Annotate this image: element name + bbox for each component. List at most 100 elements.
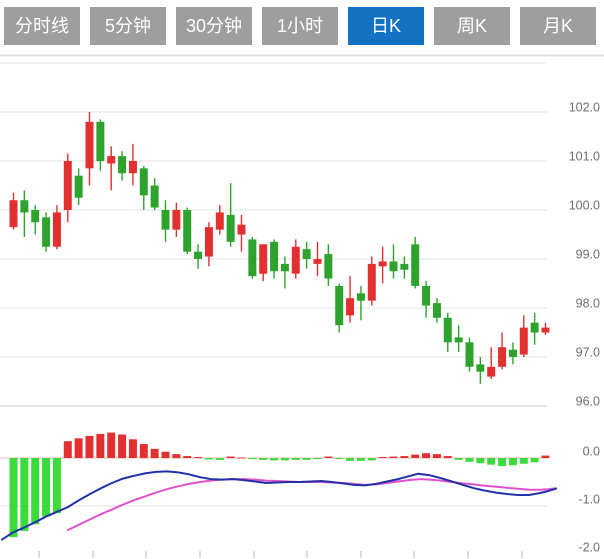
macd-bar-negative bbox=[280, 458, 289, 461]
macd-bar-negative bbox=[519, 458, 528, 464]
candle-body bbox=[291, 246, 300, 274]
macd-axis-label: 0.0 bbox=[583, 444, 600, 458]
macd-bar-positive bbox=[432, 454, 441, 458]
candle-body bbox=[432, 303, 441, 318]
macd-bar-positive bbox=[183, 456, 192, 458]
candle-body bbox=[52, 212, 61, 247]
candle-body bbox=[389, 261, 398, 272]
macd-bar-negative bbox=[335, 458, 344, 459]
macd-bar-positive bbox=[411, 454, 420, 458]
candle-body bbox=[226, 214, 235, 242]
candle-body bbox=[85, 121, 94, 169]
macd-bar-negative bbox=[9, 458, 18, 538]
candle-body bbox=[31, 210, 40, 223]
candle-body bbox=[183, 210, 192, 252]
tab-minute-line[interactable]: 分时线 bbox=[4, 7, 80, 45]
macd-bar-positive bbox=[74, 438, 83, 458]
macd-bar-negative bbox=[508, 458, 517, 466]
macd-bar-positive bbox=[378, 457, 387, 459]
macd-bar-positive bbox=[150, 448, 159, 458]
macd-bar-negative bbox=[204, 458, 213, 460]
macd-bar-positive bbox=[541, 455, 550, 458]
macd-bar-negative bbox=[52, 458, 61, 514]
candle-body bbox=[172, 210, 181, 230]
macd-bar-positive bbox=[400, 456, 409, 458]
macd-bar-positive bbox=[389, 456, 398, 458]
candle-body bbox=[128, 161, 137, 174]
tab-1hour[interactable]: 1小时 bbox=[262, 7, 338, 45]
candle-body bbox=[161, 210, 170, 230]
macd-bar-negative bbox=[530, 458, 539, 463]
macd-bar-negative bbox=[454, 458, 463, 460]
price-axis-label: 97.0 bbox=[576, 345, 600, 359]
macd-bar-negative bbox=[31, 458, 40, 525]
macd-bar-positive bbox=[118, 434, 127, 458]
macd-bar-negative bbox=[487, 458, 496, 465]
macd-bar-positive bbox=[194, 457, 203, 459]
macd-bar-negative bbox=[270, 458, 279, 461]
candle-body bbox=[508, 349, 517, 357]
candle-body bbox=[9, 200, 18, 228]
macd-bar-positive bbox=[161, 451, 170, 458]
macd-bar-positive bbox=[237, 457, 246, 459]
macd-bar-negative bbox=[20, 458, 29, 531]
tab-weekly-k[interactable]: 周K bbox=[434, 7, 510, 45]
macd-bar-negative bbox=[465, 458, 474, 462]
candle-body bbox=[411, 244, 420, 286]
tab-5min[interactable]: 5分钟 bbox=[90, 7, 166, 45]
candle-body bbox=[530, 322, 539, 333]
macd-bar-negative bbox=[248, 458, 257, 459]
macd-bar-negative bbox=[215, 458, 224, 460]
macd-bar-positive bbox=[172, 454, 181, 458]
candle-body bbox=[422, 285, 431, 306]
candle-body bbox=[150, 185, 159, 208]
candle-body bbox=[324, 254, 333, 279]
macd-dif-line bbox=[1, 470, 557, 541]
candle-body bbox=[346, 298, 355, 316]
macd-bar-negative bbox=[356, 458, 365, 461]
macd-bar-positive bbox=[422, 453, 431, 458]
macd-bar-positive bbox=[96, 434, 105, 458]
candle-body bbox=[248, 239, 257, 277]
price-axis-label: 101.0 bbox=[569, 149, 600, 163]
candle-body bbox=[465, 342, 474, 367]
candle-body bbox=[280, 263, 289, 272]
macd-bar-positive bbox=[139, 444, 148, 458]
candle-body bbox=[204, 227, 213, 257]
candle-body bbox=[487, 366, 496, 377]
candle-body bbox=[74, 175, 83, 198]
candle-body bbox=[400, 263, 409, 270]
candle-body bbox=[378, 261, 387, 267]
price-axis-label: 98.0 bbox=[576, 296, 600, 310]
macd-axis-label: -1.0 bbox=[578, 492, 600, 506]
macd-bar-positive bbox=[324, 456, 333, 458]
candle-body bbox=[270, 241, 279, 272]
candle-body bbox=[313, 259, 322, 264]
candle-body bbox=[443, 317, 452, 343]
tab-30min[interactable]: 30分钟 bbox=[176, 7, 252, 45]
candle-body bbox=[356, 293, 365, 301]
macd-bar-positive bbox=[107, 432, 116, 458]
tab-monthly-k[interactable]: 月K bbox=[520, 7, 596, 45]
price-axis-label: 96.0 bbox=[576, 394, 600, 408]
macd-bar-positive bbox=[85, 435, 94, 458]
macd-bar-negative bbox=[302, 458, 311, 460]
macd-bar-negative bbox=[42, 458, 51, 517]
tab-daily-k[interactable]: 日K bbox=[348, 7, 424, 45]
candle-body bbox=[519, 327, 528, 355]
candle-body bbox=[541, 327, 550, 333]
candle-body bbox=[107, 156, 116, 164]
macd-bar-negative bbox=[498, 458, 507, 467]
timeframe-tabbar: 分时线 5分钟 30分钟 1小时 日K 周K 月K bbox=[4, 7, 596, 45]
macd-bar-negative bbox=[476, 458, 485, 464]
candle-body bbox=[118, 156, 127, 174]
candle-body bbox=[194, 251, 203, 259]
macd-bar-positive bbox=[443, 456, 452, 458]
macd-bar-positive bbox=[63, 441, 72, 458]
macd-bar-negative bbox=[313, 458, 322, 459]
price-axis-label: 100.0 bbox=[569, 198, 600, 212]
candle-body bbox=[20, 200, 29, 213]
price-axis-label: 102.0 bbox=[569, 100, 600, 114]
macd-bar-negative bbox=[259, 458, 268, 460]
